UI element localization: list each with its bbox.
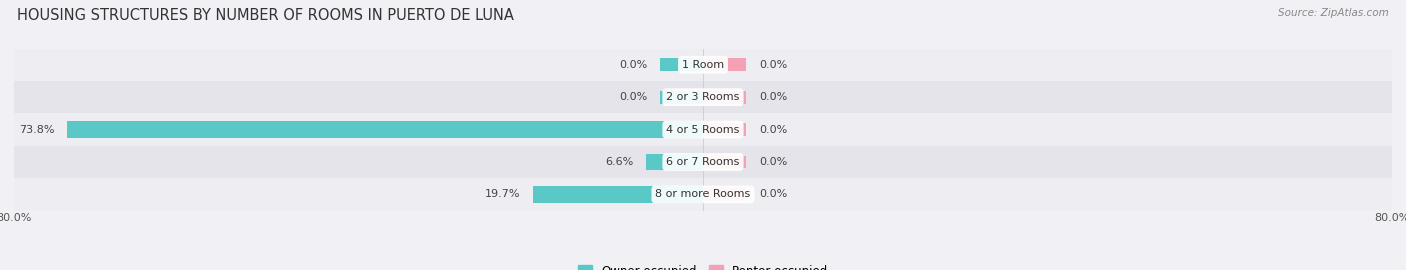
Bar — [659, 59, 703, 71]
Bar — [659, 123, 703, 136]
Text: 0.0%: 0.0% — [759, 124, 787, 135]
Text: 73.8%: 73.8% — [20, 124, 55, 135]
Legend: Owner-occupied, Renter-occupied: Owner-occupied, Renter-occupied — [578, 265, 828, 270]
Bar — [14, 49, 1392, 81]
Bar — [647, 154, 703, 170]
Bar — [14, 146, 1392, 178]
Bar — [14, 178, 1392, 211]
Text: 0.0%: 0.0% — [619, 60, 647, 70]
Bar — [703, 59, 747, 71]
Bar — [659, 188, 703, 201]
Text: HOUSING STRUCTURES BY NUMBER OF ROOMS IN PUERTO DE LUNA: HOUSING STRUCTURES BY NUMBER OF ROOMS IN… — [17, 8, 513, 23]
Text: 8 or more Rooms: 8 or more Rooms — [655, 189, 751, 200]
Bar — [14, 81, 1392, 113]
Bar — [703, 188, 747, 201]
Text: 0.0%: 0.0% — [759, 189, 787, 200]
Text: 6.6%: 6.6% — [605, 157, 633, 167]
Bar — [703, 123, 747, 136]
Bar — [659, 91, 703, 103]
Bar — [14, 113, 1392, 146]
Bar — [703, 156, 747, 168]
Text: 2 or 3 Rooms: 2 or 3 Rooms — [666, 92, 740, 102]
Text: 0.0%: 0.0% — [759, 60, 787, 70]
Bar — [703, 91, 747, 103]
Text: 0.0%: 0.0% — [759, 157, 787, 167]
Text: Source: ZipAtlas.com: Source: ZipAtlas.com — [1278, 8, 1389, 18]
Bar — [533, 186, 703, 203]
Text: 4 or 5 Rooms: 4 or 5 Rooms — [666, 124, 740, 135]
Text: 1 Room: 1 Room — [682, 60, 724, 70]
Text: 6 or 7 Rooms: 6 or 7 Rooms — [666, 157, 740, 167]
Bar — [659, 156, 703, 168]
Text: 0.0%: 0.0% — [759, 92, 787, 102]
Text: 19.7%: 19.7% — [485, 189, 520, 200]
Text: 0.0%: 0.0% — [619, 92, 647, 102]
Bar — [67, 121, 703, 138]
